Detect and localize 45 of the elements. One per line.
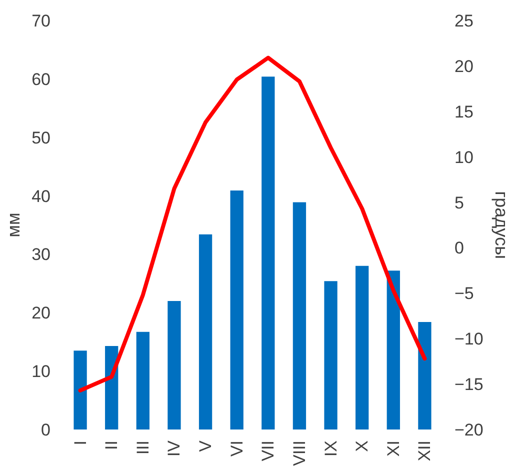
line-series bbox=[78, 56, 427, 392]
y2-axis-title: градусы bbox=[491, 191, 512, 259]
bar bbox=[418, 322, 432, 430]
bar bbox=[198, 234, 212, 430]
x-tick-label: XII bbox=[415, 440, 434, 462]
y2-tick-label: 10 bbox=[454, 148, 474, 167]
x-tick-label: V bbox=[196, 440, 216, 452]
y2-tick-label: 20 bbox=[454, 56, 474, 76]
y-tick-label: 40 bbox=[32, 186, 51, 206]
bar bbox=[386, 270, 400, 430]
y-tick-label: 60 bbox=[32, 70, 51, 89]
bar bbox=[356, 266, 369, 430]
x-tick-label: I bbox=[70, 440, 90, 446]
y-tick-label: 10 bbox=[32, 362, 51, 382]
bar bbox=[230, 190, 244, 430]
bar bbox=[262, 76, 275, 430]
y-tick-label: 70 bbox=[32, 12, 51, 30]
x-tick-label: XI bbox=[384, 440, 403, 457]
bar bbox=[168, 300, 181, 430]
y2-tick-label: 25 bbox=[454, 12, 474, 30]
x-tick-label: VIII bbox=[290, 440, 309, 466]
y2-tick-label: −15 bbox=[454, 375, 484, 394]
y2-tick-label: 5 bbox=[454, 193, 464, 212]
y-tick-label: 0 bbox=[41, 420, 51, 440]
x-tick-label: VII bbox=[258, 440, 278, 462]
y-tick-label: 30 bbox=[32, 245, 51, 264]
y2-tick-label: −20 bbox=[454, 420, 484, 440]
x-tick-label: X bbox=[352, 440, 372, 452]
y-tick-label: 20 bbox=[32, 304, 51, 323]
x-tick-label: IX bbox=[321, 440, 340, 457]
x-tick-label: III bbox=[133, 440, 152, 455]
y-axis-title: мм bbox=[4, 212, 24, 238]
bar bbox=[292, 202, 306, 430]
x-tick-label: VI bbox=[227, 440, 246, 457]
bar bbox=[324, 281, 338, 430]
x-tick-label: II bbox=[102, 440, 122, 450]
y-tick-label: 50 bbox=[32, 128, 51, 148]
y2-tick-label: −10 bbox=[454, 330, 484, 349]
bar bbox=[136, 332, 150, 430]
y2-tick-label: −5 bbox=[454, 284, 474, 304]
bar bbox=[74, 350, 87, 430]
bar bbox=[105, 346, 118, 430]
y2-tick-label: 0 bbox=[454, 238, 464, 258]
x-tick-label: IV bbox=[164, 440, 184, 457]
y2-tick-label: 15 bbox=[454, 102, 474, 122]
